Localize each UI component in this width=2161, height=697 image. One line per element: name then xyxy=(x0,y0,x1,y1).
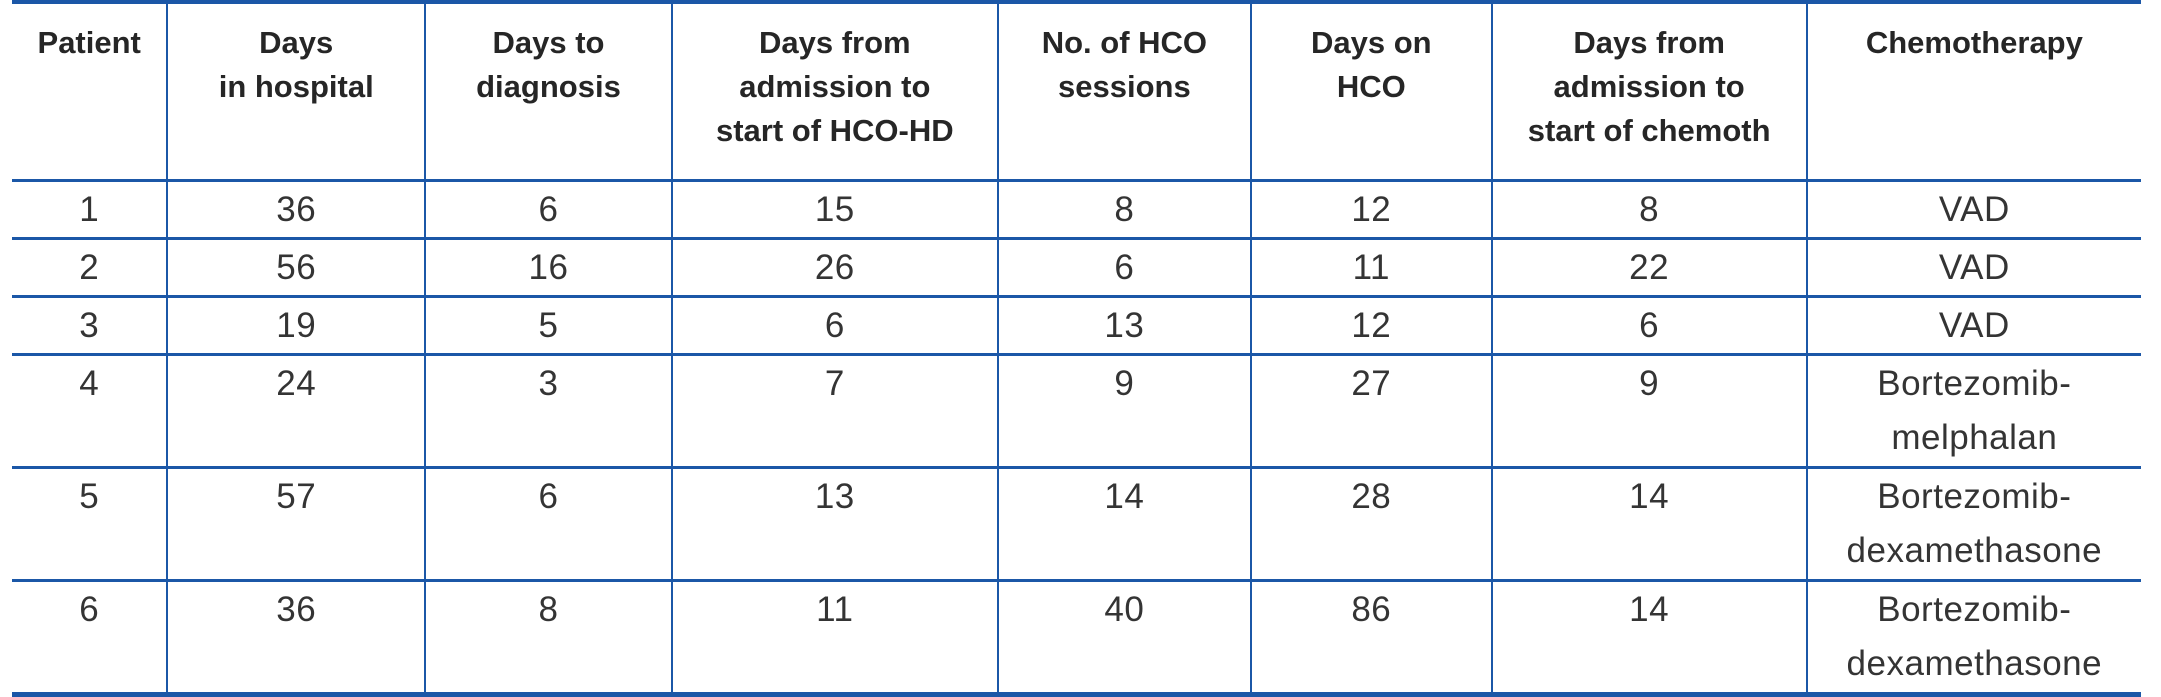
cell-days-on-hco: 11 xyxy=(1251,238,1493,298)
cell-chemotherapy: Bortezomib- dexamethasone xyxy=(1806,467,2141,582)
cell-days-on-hco: 12 xyxy=(1251,296,1493,356)
cell-days-diagnosis: 3 xyxy=(425,354,673,469)
column-header-days-to-diagnosis: Days to diagnosis xyxy=(425,2,673,182)
column-header-hco-sessions: No. of HCO sessions xyxy=(997,2,1253,182)
cell-days-hospital: 57 xyxy=(167,467,426,582)
cell-patient-id: 4 xyxy=(12,354,169,469)
cell-days-hospital: 36 xyxy=(167,180,426,240)
cell-days-diagnosis: 8 xyxy=(425,580,673,694)
cell-hco-sessions: 8 xyxy=(997,180,1253,240)
header-row: Patient Days in hospital Days to diagnos… xyxy=(12,2,2141,182)
cell-days-to-hcohd: 13 xyxy=(671,467,999,582)
cell-days-diagnosis: 6 xyxy=(425,180,673,240)
column-header-days-in-hospital: Days in hospital xyxy=(167,2,426,182)
cell-patient-id: 3 xyxy=(12,296,169,356)
table-row-patient-3: 3 19 5 6 13 12 6 VAD xyxy=(12,296,2141,356)
cell-patient-id: 5 xyxy=(12,467,169,582)
patients-table: Patient Days in hospital Days to diagnos… xyxy=(12,0,2141,697)
cell-days-to-hcohd: 26 xyxy=(671,238,999,298)
column-header-chemotherapy: Chemotherapy xyxy=(1806,2,2141,182)
column-header-days-admission-to-chemo: Days from admission to start of chemoth xyxy=(1491,2,1808,182)
cell-chemotherapy: VAD xyxy=(1806,296,2141,356)
cell-days-to-hcohd: 11 xyxy=(671,580,999,694)
table-row-patient-1: 1 36 6 15 8 12 8 VAD xyxy=(12,180,2141,240)
cell-days-diagnosis: 5 xyxy=(425,296,673,356)
cell-hco-sessions: 40 xyxy=(997,580,1253,694)
cell-days-to-hcohd: 7 xyxy=(671,354,999,469)
cell-days-on-hco: 28 xyxy=(1251,467,1493,582)
cell-chemotherapy: Bortezomib- dexamethasone xyxy=(1846,589,2103,683)
cell-hco-sessions: 9 xyxy=(997,354,1253,469)
table-row-patient-6: 6 36 8 11 40 86 14 Bortezomib- dexametha… xyxy=(12,580,2141,694)
table-body: 1 36 6 15 8 12 8 VAD 2 56 16 26 6 11 22 … xyxy=(12,180,2141,694)
cell-chemotherapy: VAD xyxy=(1806,180,2141,240)
cell-days-to-chemo: 9 xyxy=(1491,354,1808,469)
table-row-patient-5: 5 57 6 13 14 28 14 Bortezomib- dexametha… xyxy=(12,467,2141,582)
table-header: Patient Days in hospital Days to diagnos… xyxy=(12,2,2141,182)
cell-hco-sessions: 13 xyxy=(997,296,1253,356)
cell-days-hospital: 36 xyxy=(167,580,426,694)
cell-days-on-hco: 12 xyxy=(1251,180,1493,240)
cell-patient-id: 1 xyxy=(12,180,169,240)
cell-days-on-hco: 27 xyxy=(1251,354,1493,469)
cell-days-hospital: 19 xyxy=(167,296,426,356)
column-header-patient: Patient xyxy=(12,2,169,182)
cell-days-to-chemo: 14 xyxy=(1491,580,1808,694)
cell-days-to-chemo: 6 xyxy=(1491,296,1808,356)
cell-patient-id: 6 xyxy=(12,580,169,694)
table-row-patient-4: 4 24 3 7 9 27 9 Bortezomib- melphalan xyxy=(12,354,2141,469)
cell-days-to-hcohd: 15 xyxy=(671,180,999,240)
cell-chemotherapy: Bortezomib- melphalan xyxy=(1806,354,2141,469)
cell-days-on-hco: 86 xyxy=(1251,580,1493,694)
table-row-patient-2: 2 56 16 26 6 11 22 VAD xyxy=(12,238,2141,298)
cell-days-to-hcohd: 6 xyxy=(671,296,999,356)
column-header-days-on-hco: Days on HCO xyxy=(1251,2,1493,182)
cell-days-hospital: 24 xyxy=(167,354,426,469)
cell-days-to-chemo: 8 xyxy=(1491,180,1808,240)
cell-days-diagnosis: 16 xyxy=(425,238,673,298)
cell-chemotherapy: VAD xyxy=(1806,238,2141,298)
cell-hco-sessions: 14 xyxy=(997,467,1253,582)
cell-days-diagnosis: 6 xyxy=(425,467,673,582)
column-header-days-admission-to-hcohd: Days from admission to start of HCO-HD xyxy=(671,2,999,182)
cell-hco-sessions: 6 xyxy=(997,238,1253,298)
cell-days-hospital: 56 xyxy=(167,238,426,298)
cell-days-to-chemo: 22 xyxy=(1491,238,1808,298)
cell-patient-id: 2 xyxy=(12,238,169,298)
cell-days-to-chemo: 14 xyxy=(1491,467,1808,582)
